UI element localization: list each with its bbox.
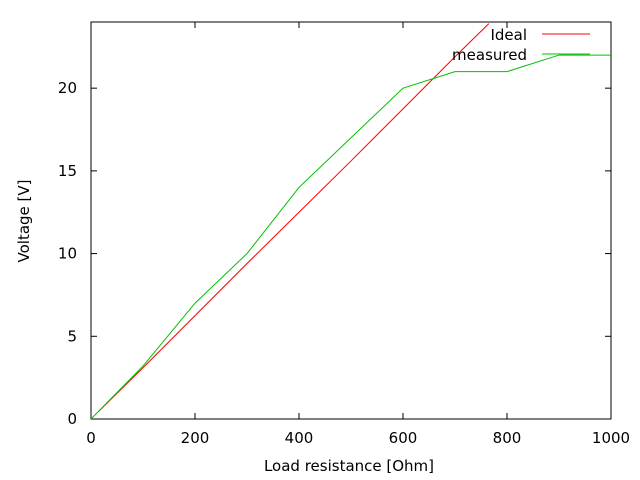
legend-label: Ideal xyxy=(490,26,527,44)
x-tick-label: 800 xyxy=(493,429,522,447)
y-tick-label: 10 xyxy=(58,245,77,263)
x-tick-label: 400 xyxy=(285,429,314,447)
y-axis-label: Voltage [V] xyxy=(15,180,33,263)
y-tick-label: 15 xyxy=(58,162,77,180)
series-line-ideal xyxy=(98,23,490,412)
x-tick-label: 600 xyxy=(389,429,418,447)
legend-label: measured xyxy=(452,46,527,64)
x-tick-label: 200 xyxy=(181,429,210,447)
x-tick-label: 1000 xyxy=(592,429,630,447)
y-tick-label: 0 xyxy=(67,410,77,428)
x-axis-label: Load resistance [Ohm] xyxy=(264,457,434,475)
x-tick-label: 0 xyxy=(86,429,96,447)
y-tick-label: 5 xyxy=(67,327,77,345)
plot-frame xyxy=(90,21,612,420)
series-line-measured xyxy=(90,54,611,420)
y-tick-label: 20 xyxy=(58,79,77,97)
